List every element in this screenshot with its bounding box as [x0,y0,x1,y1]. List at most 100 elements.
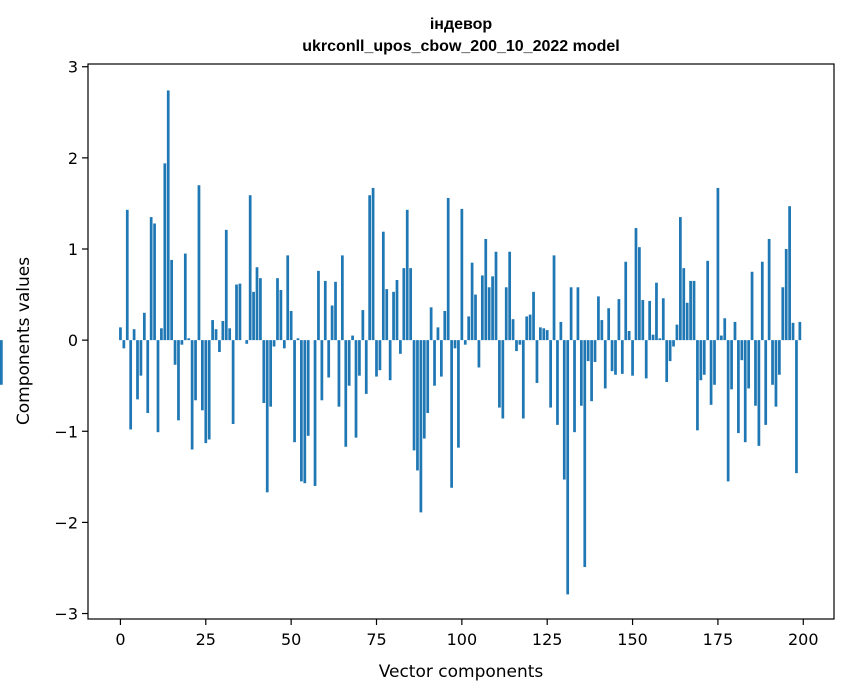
y-tick-label: 3 [68,58,78,77]
bar [149,217,153,341]
bar [597,296,600,341]
bar [713,340,716,385]
bar [218,340,221,352]
bar [651,334,655,341]
bar [180,340,184,345]
bar [119,327,122,341]
bar [774,340,778,407]
bar [743,340,747,443]
bar [562,340,566,480]
bar [737,340,740,434]
bar [556,340,559,425]
bar [682,268,686,341]
bar [272,340,276,347]
x-tick-label: 75 [366,630,386,649]
bar [726,340,730,482]
bar [160,328,163,341]
bar [750,271,754,341]
bar [480,275,484,341]
bar [320,340,324,401]
bar [248,195,252,341]
bar [313,340,317,486]
bar [620,340,624,374]
bar [525,316,529,341]
bar [460,208,464,341]
bar [334,281,337,341]
bar [576,287,580,341]
bar [494,251,498,341]
bar [644,340,648,379]
bar [730,340,733,390]
bar [303,340,307,484]
bar [754,340,757,406]
bar [142,312,146,341]
bar [347,340,351,386]
bar [760,261,764,341]
bar [125,209,129,341]
bar [317,270,320,341]
bar [457,340,460,448]
bar [781,287,785,341]
bar [600,320,604,341]
bar [238,283,242,341]
bar [419,340,423,513]
bar [696,340,699,431]
bar [542,328,546,341]
bar [344,340,348,447]
bar [450,340,453,488]
bar [392,291,395,341]
bar [638,247,641,341]
bar [433,340,436,386]
bar [183,253,187,341]
bar [255,267,259,341]
bar [463,340,467,345]
bar [269,340,273,407]
bar [453,340,457,349]
bar [788,206,791,341]
bar [395,279,399,341]
bar [166,90,170,341]
bar [545,330,549,341]
bar [426,340,430,414]
bar [685,302,689,341]
chart-subtitle: ukrconll_upos_cbow_200_10_2022 model [302,38,619,55]
bar [767,238,771,341]
bar [689,280,692,341]
bar [422,340,426,439]
x-axis-label: Vector components [379,662,544,682]
bar [706,260,710,341]
bar [262,340,266,404]
bar [518,340,522,345]
bar [351,335,354,341]
bar [146,340,150,414]
bar [156,340,160,433]
bar [699,340,703,381]
bar [757,340,761,446]
bar [279,290,283,341]
bar [221,321,225,341]
bar [265,340,269,493]
bar [228,328,232,341]
bar [235,284,238,341]
bar [648,300,651,341]
bar [778,340,781,375]
bar [631,340,634,376]
bar [163,163,167,341]
bar [552,255,556,341]
bar [416,340,419,471]
y-tick-label: −2 [54,513,78,532]
bar [716,187,720,341]
bar [132,329,136,341]
bar [252,291,255,341]
bar [747,340,751,389]
bar [197,185,201,341]
bar [340,255,344,341]
bar [358,340,361,376]
bar [603,340,607,389]
bar [484,238,488,341]
bar [498,340,501,408]
bar [723,318,727,341]
bar [354,340,358,438]
bar [641,300,645,341]
y-axis-label: Components values [14,257,34,425]
